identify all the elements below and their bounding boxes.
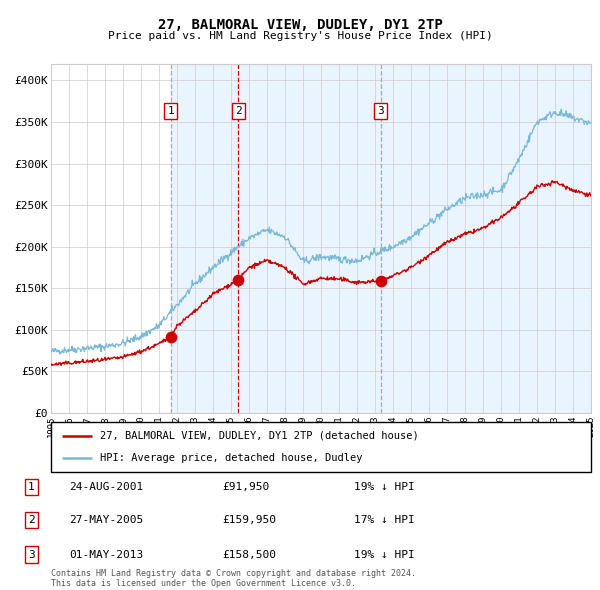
Text: 24-AUG-2001: 24-AUG-2001 [69,482,143,491]
Text: 1: 1 [167,106,174,116]
Text: 2: 2 [28,516,35,525]
Text: 3: 3 [377,106,385,116]
Text: 01-MAY-2013: 01-MAY-2013 [69,550,143,559]
Text: 19% ↓ HPI: 19% ↓ HPI [354,550,415,559]
Point [376,277,386,286]
Text: HPI: Average price, detached house, Dudley: HPI: Average price, detached house, Dudl… [100,453,362,463]
Text: 27, BALMORAL VIEW, DUDLEY, DY1 2TP: 27, BALMORAL VIEW, DUDLEY, DY1 2TP [158,18,442,32]
Text: £158,500: £158,500 [222,550,276,559]
Bar [171,64,591,413]
Text: Price paid vs. HM Land Registry's House Price Index (HPI): Price paid vs. HM Land Registry's House … [107,31,493,41]
Point [233,276,243,285]
Text: 27, BALMORAL VIEW, DUDLEY, DY1 2TP (detached house): 27, BALMORAL VIEW, DUDLEY, DY1 2TP (deta… [100,431,418,441]
Text: £159,950: £159,950 [222,516,276,525]
Text: 27-MAY-2005: 27-MAY-2005 [69,516,143,525]
Point [166,332,176,341]
Text: 2: 2 [235,106,242,116]
FancyBboxPatch shape [51,422,591,472]
Text: 19% ↓ HPI: 19% ↓ HPI [354,482,415,491]
Text: 3: 3 [28,550,35,559]
Text: 1: 1 [28,482,35,491]
Text: 17% ↓ HPI: 17% ↓ HPI [354,516,415,525]
Text: £91,950: £91,950 [222,482,269,491]
Text: Contains HM Land Registry data © Crown copyright and database right 2024.
This d: Contains HM Land Registry data © Crown c… [51,569,416,588]
